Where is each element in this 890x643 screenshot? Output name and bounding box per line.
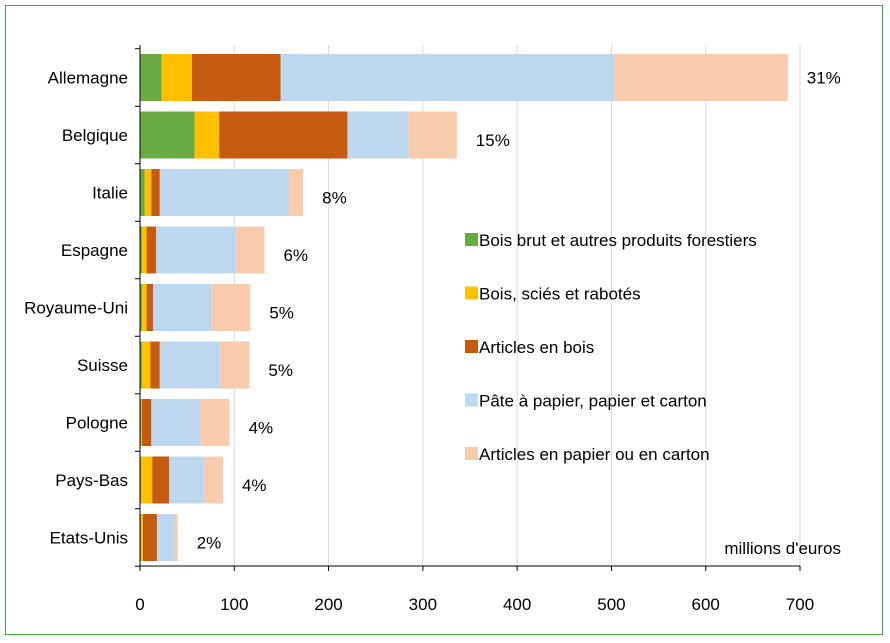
category-label: Belgique [62, 126, 128, 145]
legend-label: Articles en papier ou en carton [479, 445, 710, 464]
bar-segment [159, 341, 221, 389]
bar-segment [156, 226, 237, 274]
bar-segment [144, 169, 152, 216]
x-tick-label: 400 [503, 595, 531, 614]
share-label: 8% [322, 189, 347, 208]
bar-segment [140, 341, 142, 389]
share-label: 4% [249, 419, 274, 438]
bar-segment [152, 456, 170, 504]
legend: Bois brut et autres produits forestiers B… [465, 231, 757, 464]
legend-swatch [465, 393, 478, 407]
bar-segment [141, 399, 152, 446]
share-label: 31% [807, 69, 841, 88]
bar-segment [220, 341, 250, 389]
bar-segment [191, 54, 281, 101]
category-label: Suisse [77, 356, 128, 375]
bar-segment [156, 514, 175, 561]
bar-segment [161, 54, 192, 101]
share-label: 15% [476, 131, 510, 150]
bar-segment [236, 226, 265, 274]
bar-segment [146, 226, 157, 274]
bar-segment [140, 54, 162, 101]
bar-segment [169, 456, 205, 504]
share-label: 5% [268, 361, 293, 380]
bar-segment [151, 169, 160, 216]
axes: 0 100 200 300 400 500 600 700 [135, 45, 814, 614]
bars [140, 54, 788, 561]
legend-label: Pâte à papier, papier et carton [479, 392, 707, 411]
bar-segment [140, 169, 145, 216]
bar-segment [150, 341, 160, 389]
x-tick-label: 300 [409, 595, 437, 614]
bar-segment [159, 169, 289, 216]
bar-segment [408, 111, 457, 159]
bar-segment [280, 54, 615, 101]
category-label: Allemagne [48, 69, 128, 88]
x-tick-label: 600 [692, 595, 720, 614]
bar-segment [140, 226, 142, 274]
legend-swatch [465, 286, 478, 300]
share-label: 2% [197, 534, 222, 553]
bar-segment [141, 226, 147, 274]
bar-segment [140, 456, 153, 504]
x-tick-label: 0 [135, 595, 144, 614]
bar-segment [153, 284, 212, 331]
bar-segment [140, 111, 195, 159]
bar-segment [142, 514, 157, 561]
bar-segment [151, 399, 201, 446]
labels: Allemagne 31% Belgique 15% Italie 8% Espagne 6%… [24, 69, 841, 553]
category-label: Espagne [61, 241, 128, 260]
legend-swatch [465, 447, 478, 460]
bar-segment [194, 111, 220, 159]
bar-segment [140, 284, 142, 331]
share-label: 6% [283, 246, 308, 265]
bar-segment [614, 54, 788, 101]
share-label: 4% [242, 476, 267, 495]
legend-label: Articles en bois [479, 338, 594, 357]
bar-segment [200, 399, 230, 446]
legend-label: Bois brut et autres produits forestiers [479, 231, 757, 250]
category-label: Pologne [66, 414, 128, 433]
category-label: Royaume-Uni [24, 299, 128, 318]
category-label: Pays-Bas [55, 471, 128, 490]
bar-segment [211, 284, 251, 331]
bar-segment [174, 514, 178, 561]
x-tick-label: 700 [786, 595, 814, 614]
category-label: Italie [92, 184, 128, 203]
bar-segment [141, 341, 151, 389]
unit-label: millions d'euros [724, 539, 841, 558]
legend-label: Bois, sciés et rabotés [479, 285, 641, 304]
category-label: Etats-Unis [50, 529, 128, 548]
share-label: 5% [269, 304, 294, 323]
bar-segment [141, 284, 147, 331]
bar-segment [146, 284, 154, 331]
bar-segment [219, 111, 348, 159]
x-tick-label: 200 [314, 595, 342, 614]
bar-segment [140, 514, 143, 561]
legend-swatch [465, 340, 478, 353]
bar-segment [204, 456, 223, 504]
x-tick-label: 100 [220, 595, 248, 614]
legend-swatch [465, 233, 478, 246]
x-tick-label: 500 [597, 595, 625, 614]
bar-segment [288, 169, 304, 216]
bar-segment [347, 111, 409, 159]
bar-segment [140, 399, 142, 446]
